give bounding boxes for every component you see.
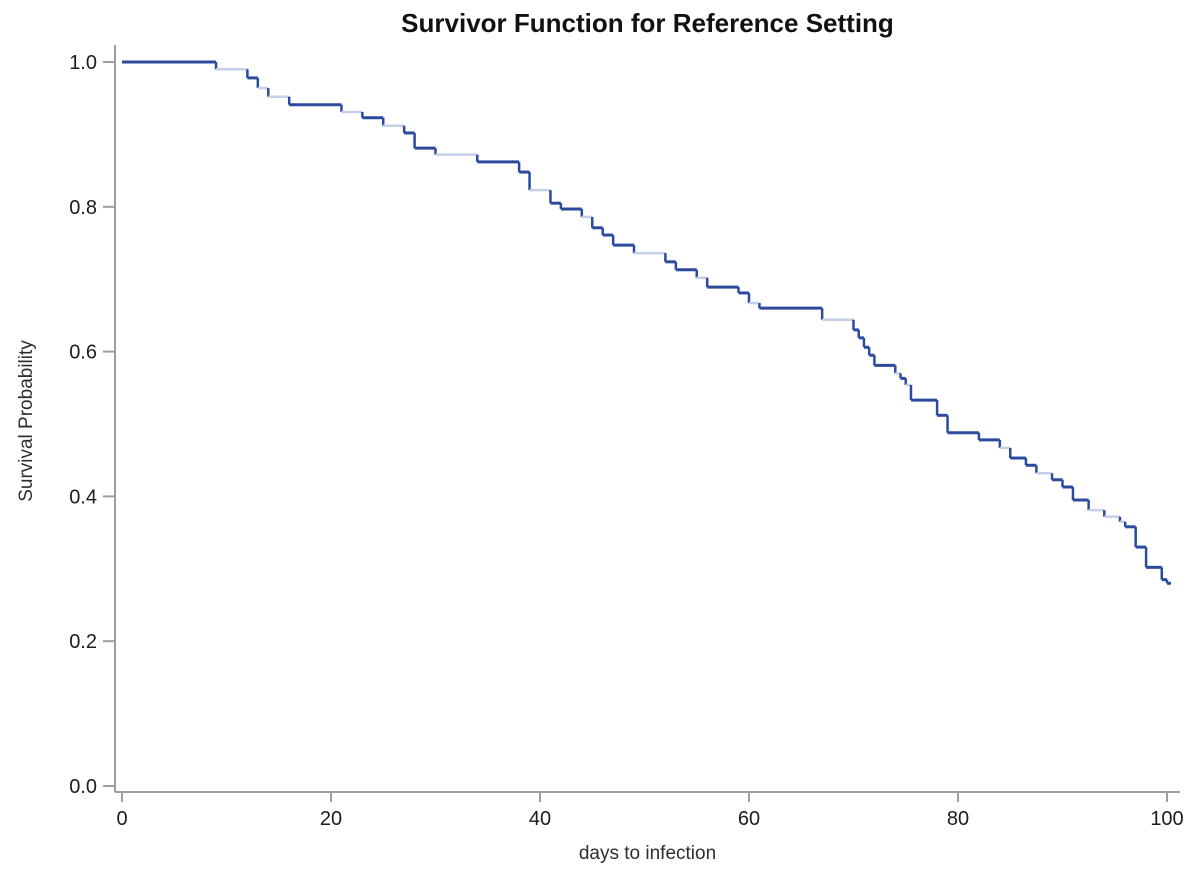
x-tick-label: 0 [116,808,127,830]
y-tick-label: 0.8 [69,197,97,219]
y-tick-label: 0.0 [69,776,97,798]
chart-title: Survivor Function for Reference Setting [401,8,894,38]
y-tick-label: 0.6 [69,342,97,364]
x-tick-label: 100 [1150,808,1183,830]
x-tick-label: 40 [529,808,551,830]
x-tick-label: 20 [320,808,342,830]
y-tick-label: 0.2 [69,631,97,653]
x-tick-label: 60 [738,808,760,830]
y-tick-label: 1.0 [69,52,97,74]
y-axis-label: Survival Probability [16,340,37,502]
y-tick-label: 0.4 [69,486,97,508]
x-axis-label: days to infection [578,843,717,864]
x-tick-label: 80 [947,808,969,830]
